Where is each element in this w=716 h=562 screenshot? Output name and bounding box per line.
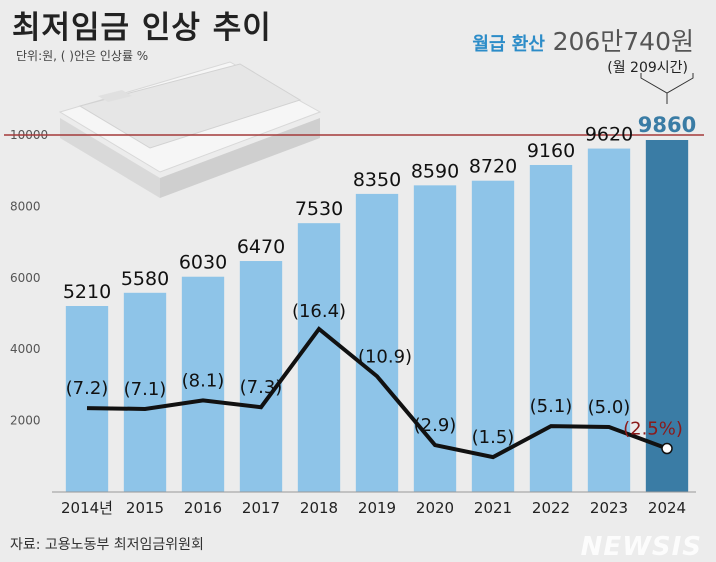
- x-tick-label: 2023: [590, 499, 628, 517]
- bar: [355, 193, 399, 492]
- y-tick-label: 2000: [10, 414, 41, 428]
- growth-rate-label: (7.2): [66, 378, 109, 399]
- bar: [413, 185, 457, 492]
- bar: [123, 292, 167, 492]
- growth-rate-label: (5.1): [530, 396, 573, 417]
- bar: [181, 276, 225, 492]
- x-tick-label: 2019: [358, 499, 396, 517]
- y-tick-label: 6000: [10, 271, 41, 285]
- bar-value-label: 7530: [295, 198, 343, 220]
- source-note: 자료: 고용노동부 최저임금위원회: [10, 537, 204, 553]
- monthly-wage-callout: 월급 환산 206만740원: [472, 22, 694, 58]
- growth-rate-label: (7.1): [124, 379, 167, 400]
- bar: [471, 180, 515, 493]
- bar: [587, 148, 631, 493]
- growth-rate-point: [661, 442, 673, 455]
- bar-value-label: 9860: [638, 113, 696, 137]
- x-tick-label: 2020: [416, 499, 454, 517]
- monthly-wage-value: 206만740원: [552, 27, 694, 56]
- growth-rate-line: [86, 326, 668, 460]
- data-labels: 5210 5580 6030 6470 7530 8350 8590 8720 9160 9620…: [63, 113, 696, 448]
- bar-series: [65, 139, 689, 493]
- x-tick-label: 2016: [184, 499, 222, 517]
- growth-rate-label: (2.5%): [623, 419, 683, 440]
- growth-rate-label: (8.1): [182, 370, 225, 391]
- growth-rate-label: (7.3): [240, 377, 283, 398]
- bar-value-label: 9160: [527, 140, 575, 162]
- bar-value-label: 6470: [237, 236, 285, 258]
- chart-title: 최저임금 인상 추이: [12, 10, 272, 46]
- unit-note: 단위:원, ( )안은 인상률 %: [16, 49, 149, 63]
- bar-value-label: 8350: [353, 169, 401, 191]
- x-tick-label: 2017: [242, 499, 280, 517]
- bar-value-label: 8720: [469, 156, 517, 178]
- bar-value-label: 8590: [411, 160, 459, 182]
- bar: [297, 223, 341, 492]
- monthly-wage-label: 월급 환산: [472, 34, 545, 55]
- x-tick-label: 2022: [532, 499, 570, 517]
- bar-value-label: 5580: [121, 268, 169, 290]
- monthly-hours-note: (월 209시간): [607, 60, 688, 76]
- growth-rate-label: (16.4): [292, 301, 346, 322]
- bar-value-label: 6030: [179, 252, 227, 274]
- growth-rate-label: (5.0): [588, 397, 631, 418]
- x-tick-label: 2018: [300, 499, 338, 517]
- x-tick-label: 2021: [474, 499, 512, 517]
- bar: [65, 306, 109, 492]
- bar: [645, 139, 689, 493]
- banknote-stack-image: [58, 61, 322, 198]
- watermark-logo: NEWSIS: [580, 532, 702, 562]
- y-tick-label: 4000: [10, 342, 41, 356]
- x-axis: 2014년 2015 2016 2017 2018 2019 2020 2021 2022 202…: [52, 491, 696, 517]
- x-tick-label: 2024: [648, 499, 686, 517]
- x-tick-label: 2015: [126, 499, 164, 517]
- bar: [239, 261, 283, 492]
- reference-line-group: [4, 73, 704, 136]
- bar-value-label: 5210: [63, 281, 111, 303]
- growth-rate-label: (10.9): [358, 346, 412, 367]
- bar-value-label: 9620: [585, 124, 633, 146]
- y-tick-label: 8000: [10, 199, 41, 213]
- x-tick-label: 2014년: [61, 499, 113, 517]
- growth-rate-series: [86, 326, 673, 460]
- growth-rate-label: (1.5): [472, 427, 515, 448]
- growth-rate-label: (2.9): [414, 415, 457, 436]
- bar: [529, 164, 573, 492]
